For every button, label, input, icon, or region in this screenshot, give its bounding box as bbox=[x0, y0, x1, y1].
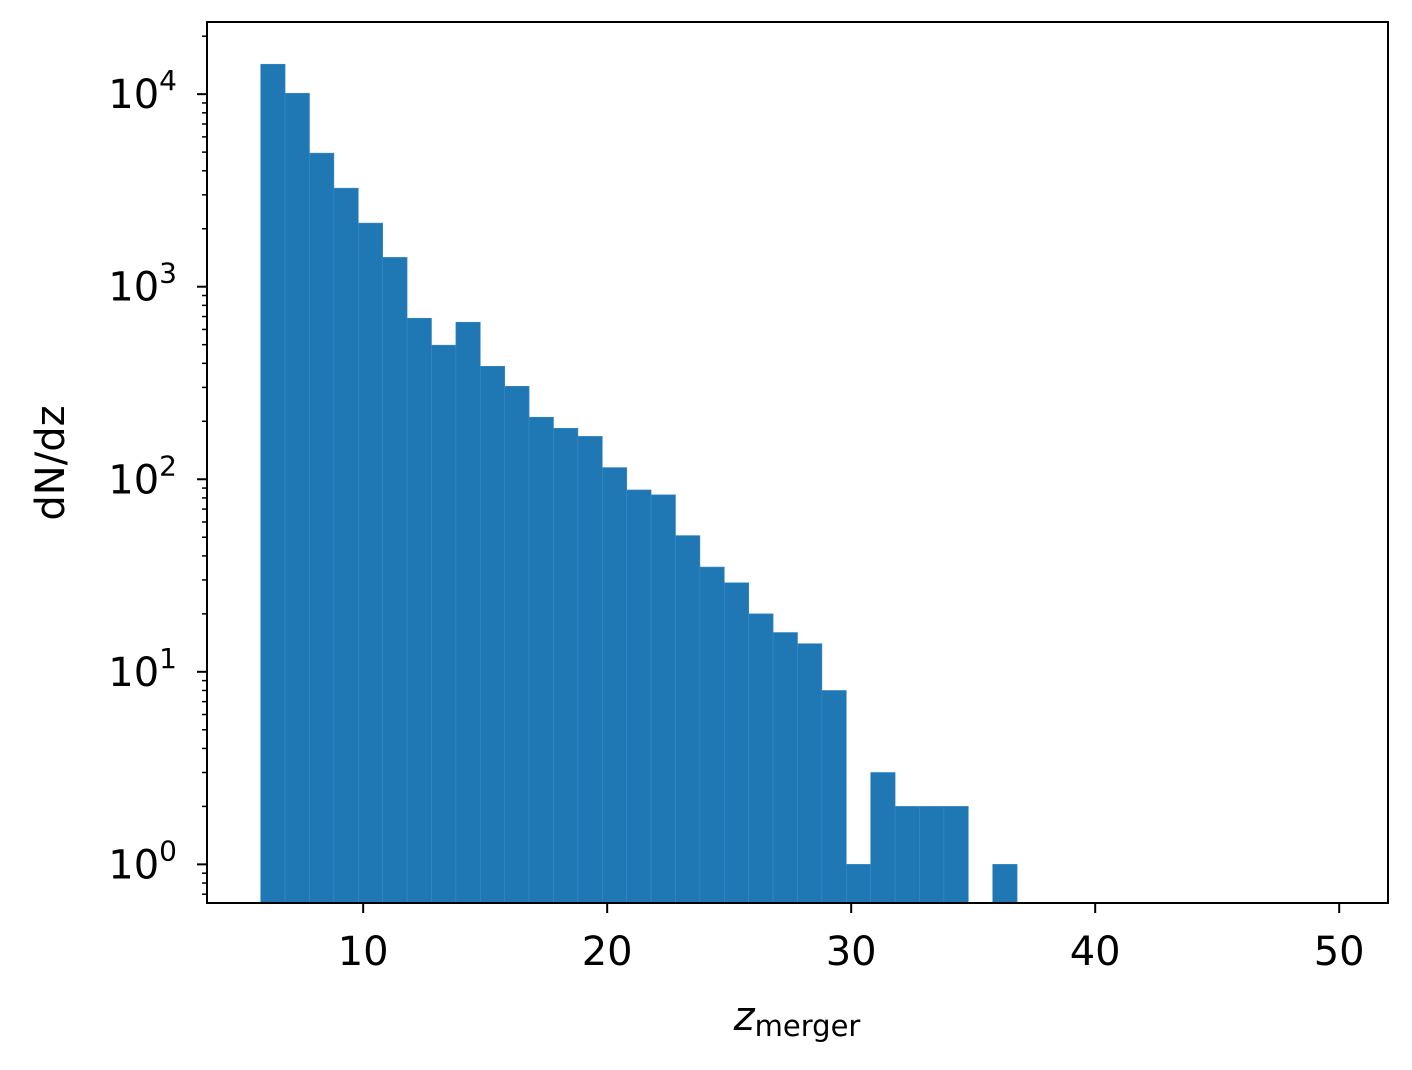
histogram-bar bbox=[943, 806, 969, 904]
histogram-bar bbox=[675, 535, 701, 904]
histogram-bar bbox=[772, 632, 798, 904]
y-axis: 100 101 102 103 104 bbox=[108, 35, 207, 895]
histogram-bar bbox=[455, 321, 481, 904]
histogram-bar bbox=[431, 344, 457, 904]
plot-frame bbox=[206, 21, 1389, 904]
histogram-bar bbox=[650, 494, 676, 904]
x-tick-label: 10 bbox=[338, 929, 389, 975]
histogram-bar bbox=[894, 806, 920, 904]
x-tick-label: 30 bbox=[826, 929, 877, 975]
histogram-bar bbox=[797, 643, 823, 904]
bars-group bbox=[260, 63, 1018, 904]
histogram-bar bbox=[577, 436, 603, 904]
histogram-bar bbox=[626, 489, 652, 904]
histogram-bar bbox=[846, 864, 872, 904]
histogram-bar bbox=[992, 864, 1018, 904]
histogram-bar bbox=[528, 416, 554, 904]
y-tick-label: 102 bbox=[108, 449, 177, 503]
histogram-bar bbox=[260, 63, 286, 904]
y-axis-label: dN/dz bbox=[28, 405, 74, 520]
histogram-bar bbox=[699, 566, 725, 904]
y-tick-label: 100 bbox=[108, 834, 177, 888]
y-tick-label: 103 bbox=[108, 257, 177, 311]
x-tick-label: 50 bbox=[1314, 929, 1365, 975]
histogram-bar bbox=[821, 690, 847, 904]
histogram-bar bbox=[333, 187, 359, 904]
y-tick-label: 104 bbox=[108, 64, 177, 118]
histogram-bar bbox=[309, 152, 335, 904]
x-axis-label: zmerger bbox=[733, 994, 861, 1043]
x-tick-label: 40 bbox=[1070, 929, 1121, 975]
histogram-bar bbox=[479, 366, 505, 904]
y-tick-label: 101 bbox=[108, 642, 177, 696]
histogram-bar bbox=[919, 806, 945, 904]
histogram-bar bbox=[723, 582, 749, 904]
histogram-bar bbox=[284, 93, 310, 904]
x-axis: 10 20 30 40 50 bbox=[338, 903, 1365, 975]
x-tick-label: 20 bbox=[582, 929, 633, 975]
histogram-bar bbox=[870, 772, 896, 904]
histogram-bar bbox=[504, 385, 530, 904]
histogram-bar bbox=[601, 467, 627, 904]
histogram-bar bbox=[382, 257, 408, 904]
histogram-bar bbox=[357, 222, 383, 904]
histogram-bar bbox=[553, 427, 579, 904]
histogram-bar bbox=[406, 317, 432, 904]
histogram-bar bbox=[748, 613, 774, 904]
